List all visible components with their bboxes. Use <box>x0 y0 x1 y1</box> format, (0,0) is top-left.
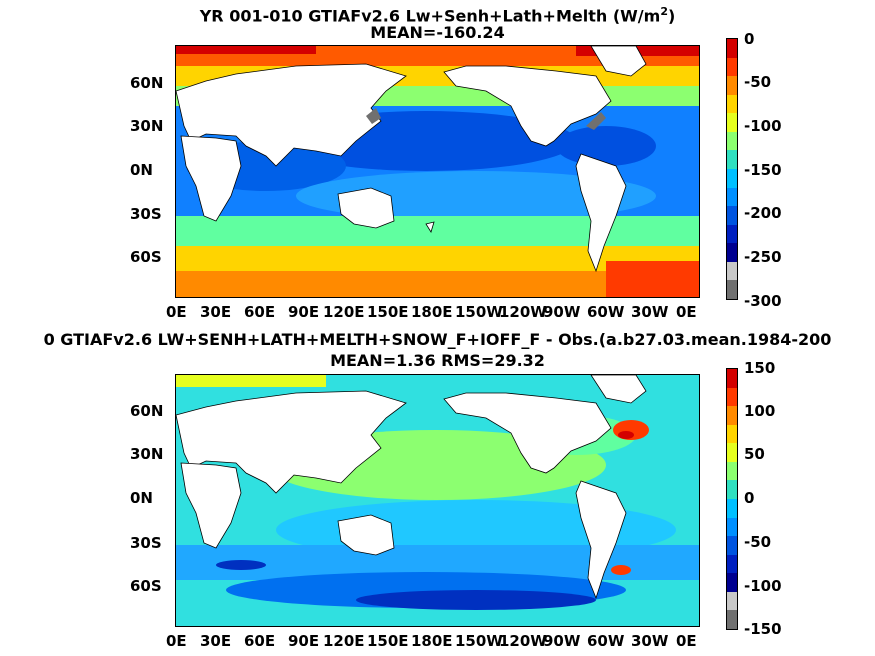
panel2-lon-tick: 120E <box>323 632 365 650</box>
colorbar-segment <box>727 113 737 132</box>
panel1-lon-tick: 120E <box>323 303 365 321</box>
panel2-colorbar-tick: -100 <box>744 577 782 595</box>
panel1-map-svg <box>176 46 699 297</box>
colorbar-segment <box>727 150 737 169</box>
panel2-colorbar-tick: -50 <box>744 533 772 551</box>
panel2-lat-tick: 30S <box>130 534 162 552</box>
panel1-colorbar-tick: -150 <box>744 161 782 179</box>
panel1-colorbar-tick: -100 <box>744 117 782 135</box>
colorbar-segment <box>727 243 737 262</box>
panel1-lon-tick: 30E <box>200 303 232 321</box>
colorbar-segment <box>727 387 737 407</box>
colorbar-segment <box>727 94 737 114</box>
colorbar-segment <box>727 554 737 574</box>
panel2-lat-tick: 60S <box>130 577 162 595</box>
panel1-lon-tick: 90W <box>543 303 581 321</box>
colorbar-segment <box>727 443 737 462</box>
panel1-colorbar-tick: -50 <box>744 73 772 91</box>
panel2-lon-tick: 90W <box>543 632 581 650</box>
panel2-lon-tick: 180E <box>411 632 453 650</box>
panel1-title: YR 001-010 GTIAFv2.6 Lw+Senh+Lath+Melth … <box>0 2 875 25</box>
panel1-lat-tick: 60S <box>130 248 162 266</box>
panel1-lon-tick: 90E <box>288 303 320 321</box>
panel2-colorbar-tick: 100 <box>744 402 776 420</box>
panel1-lat-tick: 0N <box>130 161 153 179</box>
colorbar-segment <box>727 76 737 95</box>
panel1-colorbar-tick: -250 <box>744 248 782 266</box>
panel2-lon-tick: 120W <box>499 632 547 650</box>
panel2-lon-tick: 30E <box>200 632 232 650</box>
panel2-lat-tick: 60N <box>130 402 164 420</box>
colorbar-segment <box>727 573 737 592</box>
colorbar-segment <box>727 369 737 388</box>
panel2-subtitle: MEAN=1.36 RMS=29.32 <box>330 351 545 370</box>
panel1-lat-tick: 30N <box>130 117 164 135</box>
panel1-colorbar-tick: -200 <box>744 204 782 222</box>
panel1-colorbar <box>726 38 738 300</box>
panel1-title-text: YR 001-010 GTIAFv2.6 Lw+Senh+Lath+Melth … <box>199 6 661 26</box>
panel2-colorbar <box>726 368 738 630</box>
colorbar-segment <box>727 261 737 281</box>
panel2-lat-tick: 30N <box>130 445 164 463</box>
panel2-map <box>175 374 700 627</box>
colorbar-segment <box>727 206 737 225</box>
panel1-title-close: ) <box>667 6 676 26</box>
panel1-lon-tick: 60W <box>587 303 625 321</box>
panel1-lat-tick: 30S <box>130 205 162 223</box>
panel2-colorbar-tick: -150 <box>744 620 782 638</box>
colorbar-segment <box>727 480 737 499</box>
panel1-colorbar-tick: -300 <box>744 292 782 310</box>
panel2-lon-tick: 30W <box>631 632 669 650</box>
panel1-title-sup: 2 <box>660 5 668 18</box>
colorbar-segment <box>727 424 737 444</box>
panel1-lon-tick: 180E <box>411 303 453 321</box>
panel2-colorbar-tick: 150 <box>744 359 776 377</box>
colorbar-segment <box>727 536 737 555</box>
panel2-lon-tick: 60W <box>587 632 625 650</box>
colorbar-segment <box>727 498 737 518</box>
colorbar-segment <box>727 57 737 77</box>
colorbar-segment <box>727 461 737 481</box>
colorbar-segment <box>727 187 737 207</box>
panel1-colorbar-tick: 0 <box>744 30 755 48</box>
panel2-colorbar-tick: 0 <box>744 489 755 507</box>
panel1-lon-tick: 150W <box>455 303 503 321</box>
panel2-lon-tick: 150W <box>455 632 503 650</box>
panel2-lon-tick: 60E <box>244 632 276 650</box>
colorbar-segment <box>727 517 737 537</box>
panel2-map-svg <box>176 375 699 626</box>
colorbar-segment <box>727 406 737 425</box>
colorbar-segment <box>727 39 737 58</box>
panel2-lon-tick: 0E <box>166 632 187 650</box>
panel1-lon-tick: 150E <box>367 303 409 321</box>
panel2-lon-axis: 0E 30E 60E 90E 120E 150E 180E 150W 120W … <box>0 634 875 652</box>
colorbar-segment <box>727 591 737 611</box>
panel1-lon-tick: 120W <box>499 303 547 321</box>
panel1-lon-axis: 0E 30E 60E 90E 120E 150E 180E 150W 120W … <box>0 305 875 323</box>
colorbar-segment <box>727 224 737 244</box>
panel1-lon-tick: 60E <box>244 303 276 321</box>
colorbar-segment <box>727 131 737 151</box>
colorbar-segment <box>727 610 737 629</box>
panel1-lon-tick: 0E <box>166 303 187 321</box>
panel2-colorbar-tick: 50 <box>744 445 765 463</box>
colorbar-segment <box>727 168 737 188</box>
panel1-lon-tick: 0E <box>676 303 697 321</box>
panel1-subtitle: MEAN=-160.24 <box>370 23 505 42</box>
panel2-lon-tick: 90E <box>288 632 320 650</box>
panel2-title: 0 GTIAFv2.6 LW+SENH+LATH+MELTH+SNOW_F+IO… <box>43 330 832 349</box>
panel2-lon-tick: 0E <box>676 632 697 650</box>
panel1-map <box>175 45 700 298</box>
panel2-lon-tick: 150E <box>367 632 409 650</box>
panel1-lon-tick: 30W <box>631 303 669 321</box>
colorbar-segment <box>727 280 737 299</box>
panel2-lat-tick: 0N <box>130 489 153 507</box>
panel1-lat-tick: 60N <box>130 74 164 92</box>
